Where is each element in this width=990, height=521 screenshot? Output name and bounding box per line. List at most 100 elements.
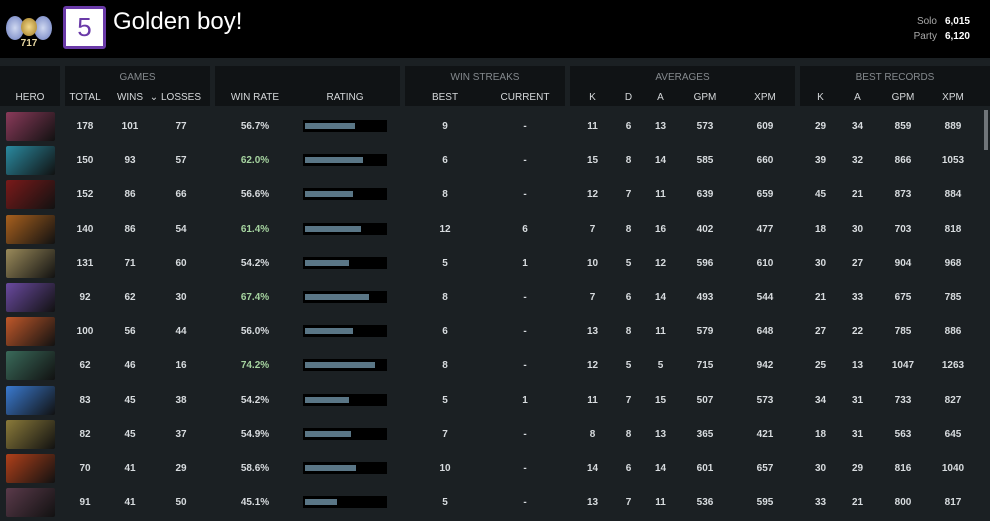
header-streaks-box xyxy=(405,66,565,106)
cell-xpm: 660 xyxy=(756,155,774,167)
hero-portrait[interactable] xyxy=(6,317,55,347)
cell-win-rate: 58.6% xyxy=(240,463,270,474)
cell-bgpm: 800 xyxy=(894,497,912,509)
hero-portrait[interactable] xyxy=(6,283,55,312)
cell-bxpm: 1263 xyxy=(941,360,965,372)
cell-k: 10 xyxy=(586,257,599,269)
cell-d: 5 xyxy=(625,257,632,269)
cell-losses: 30 xyxy=(175,292,187,303)
col-avg-a[interactable]: A xyxy=(657,92,664,103)
col-best-a[interactable]: A xyxy=(854,92,861,103)
cell-bxpm: 645 xyxy=(944,428,962,440)
cell-d: 8 xyxy=(625,223,632,235)
col-rating[interactable]: RATING xyxy=(326,92,364,103)
cell-win-rate: 56.6% xyxy=(240,189,270,201)
table-row[interactable]: 70 41 29 58.6% 10 - 14 6 14 601 657 30 29 816 1040 xyxy=(0,452,984,486)
cell-win-rate: 54.2% xyxy=(240,257,270,269)
cell-wins: 86 xyxy=(124,223,136,235)
col-best-gpm[interactable]: GPM xyxy=(891,92,915,103)
table-row[interactable]: 150 93 57 62.0% 6 - 15 8 14 585 660 39 32 866 1053 xyxy=(0,144,984,178)
hero-portrait[interactable] xyxy=(6,351,55,381)
hero-portrait[interactable] xyxy=(6,180,55,210)
col-win-rate[interactable]: WIN RATE xyxy=(230,92,280,103)
cell-losses: 50 xyxy=(175,497,187,509)
rating-bar xyxy=(303,222,387,235)
cell-bgpm: 733 xyxy=(894,394,912,406)
cell-d: 7 xyxy=(625,394,632,406)
cell-d: 8 xyxy=(625,155,632,167)
cell-bxpm: 1053 xyxy=(941,155,965,167)
cell-a: 14 xyxy=(654,292,667,303)
table-row[interactable]: 178 101 77 56.7% 9 - 11 6 13 573 609 29 34 859 889 xyxy=(0,110,984,144)
cell-d: 6 xyxy=(625,121,632,132)
group-games: GAMES xyxy=(119,72,156,83)
hero-portrait[interactable] xyxy=(6,214,55,244)
cell-a: 11 xyxy=(655,189,666,201)
cell-bk: 34 xyxy=(814,394,827,406)
cell-bxpm: 889 xyxy=(944,121,962,132)
cell-total: 131 xyxy=(76,257,94,269)
header-averages-box xyxy=(570,66,795,106)
table-row[interactable]: 83 45 38 54.2% 5 1 11 7 15 507 573 34 31 733 827 xyxy=(0,384,984,418)
cell-current: - xyxy=(523,463,527,474)
col-avg-d[interactable]: D xyxy=(624,92,633,103)
cell-best: 9 xyxy=(442,121,448,132)
hero-portrait[interactable] xyxy=(6,248,55,278)
col-losses[interactable]: LOSSES xyxy=(160,92,202,103)
col-avg-k[interactable]: K xyxy=(589,92,596,103)
cell-current: 1 xyxy=(522,257,528,269)
party-label: Party xyxy=(913,31,937,42)
cell-bgpm: 816 xyxy=(894,463,912,474)
cell-total: 100 xyxy=(76,326,94,338)
rating-bar xyxy=(303,154,387,167)
hero-portrait[interactable] xyxy=(6,454,55,483)
cell-k: 7 xyxy=(589,223,596,235)
table-row[interactable]: 91 41 50 45.1% 5 - 13 7 11 536 595 33 21 800 817 xyxy=(0,486,984,520)
chevron-down-icon[interactable]: ⌄ xyxy=(149,92,159,103)
cell-bgpm: 675 xyxy=(894,292,912,303)
cell-d: 6 xyxy=(625,292,632,303)
cell-bk: 25 xyxy=(814,360,827,372)
cell-bgpm: 904 xyxy=(894,257,912,269)
col-avg-xpm[interactable]: XPM xyxy=(754,92,776,103)
col-streak-current[interactable]: CURRENT xyxy=(500,92,550,103)
cell-total: 152 xyxy=(76,189,94,201)
cell-win-rate: 62.0% xyxy=(240,155,270,167)
col-total[interactable]: TOTAL xyxy=(69,92,101,103)
col-wins[interactable]: WINS xyxy=(116,92,144,103)
col-streak-best[interactable]: BEST xyxy=(431,92,459,103)
table-row[interactable]: 92 62 30 67.4% 8 - 7 6 14 493 544 21 33 675 785 xyxy=(0,281,984,315)
rating-bar-fill xyxy=(305,259,349,266)
table-row[interactable]: 82 45 37 54.9% 7 - 8 8 13 365 421 18 31 563 645 xyxy=(0,418,984,452)
cell-a: 15 xyxy=(654,394,667,406)
scrollbar[interactable] xyxy=(984,110,988,150)
cell-best: 6 xyxy=(442,155,448,167)
rating-bar xyxy=(303,188,387,201)
col-best-xpm[interactable]: XPM xyxy=(942,92,964,103)
col-best-k[interactable]: K xyxy=(817,92,824,103)
cell-d: 7 xyxy=(625,189,632,201)
cell-wins: 93 xyxy=(124,155,136,167)
hero-portrait[interactable] xyxy=(6,112,55,141)
col-hero[interactable]: HERO xyxy=(15,92,45,103)
hero-portrait[interactable] xyxy=(6,146,55,176)
cell-ba: 34 xyxy=(851,121,864,132)
cell-a: 5 xyxy=(657,360,664,372)
table-row[interactable]: 140 86 54 61.4% 12 6 7 8 16 402 477 18 30 703 818 xyxy=(0,213,984,247)
hero-portrait[interactable] xyxy=(6,488,55,518)
hero-portrait[interactable] xyxy=(6,419,55,449)
cell-total: 62 xyxy=(79,360,91,372)
cell-d: 8 xyxy=(625,326,632,338)
table-row[interactable]: 152 86 66 56.6% 8 - 12 7 11 639 659 45 21 873 884 xyxy=(0,178,984,212)
rating-bar xyxy=(303,291,387,303)
table-row[interactable]: 62 46 16 74.2% 8 - 12 5 5 715 942 25 13 1047 1263 xyxy=(0,349,984,383)
cell-xpm: 573 xyxy=(756,394,774,406)
avatar[interactable]: 5 xyxy=(63,6,106,49)
col-avg-gpm[interactable]: GPM xyxy=(693,92,717,103)
hero-portrait[interactable] xyxy=(6,385,55,415)
cell-wins: 101 xyxy=(121,121,139,132)
table-row[interactable]: 100 56 44 56.0% 6 - 13 8 11 579 648 27 22 785 886 xyxy=(0,315,984,349)
group-best-records: BEST RECORDS xyxy=(855,72,935,83)
cell-ba: 22 xyxy=(851,326,864,338)
table-row[interactable]: 131 71 60 54.2% 5 1 10 5 12 596 610 30 27 904 968 xyxy=(0,247,984,281)
